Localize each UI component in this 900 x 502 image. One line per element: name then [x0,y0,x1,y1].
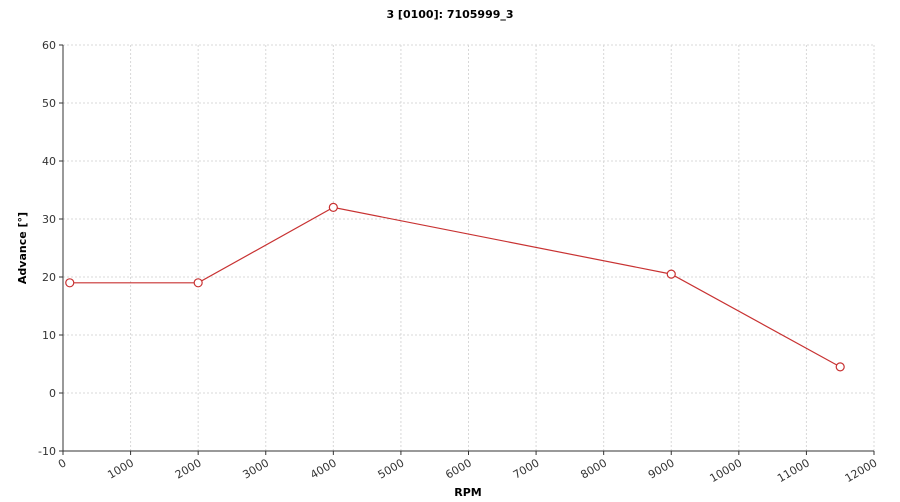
data-point [65,278,75,288]
y-tick-label: 30 [42,213,56,226]
y-tick-label: 40 [42,155,56,168]
data-point [835,362,845,372]
x-tick-label: 11000 [775,456,812,485]
x-tick-label: 12000 [843,456,880,485]
data-line [69,206,841,368]
x-tick-label: 8000 [578,456,609,481]
data-point [666,269,676,279]
y-tick-label: -10 [38,445,56,458]
x-tick-label: 6000 [443,456,474,481]
x-axis-title: RPM [454,486,481,499]
chart-title: 3 [0100]: 7105999_3 [386,8,513,21]
x-tick-label: 7000 [511,456,542,481]
x-tick-label: 2000 [173,456,204,481]
data-point [193,278,203,288]
x-tick-label: 0 [56,456,69,471]
x-tick-label: 5000 [376,456,407,481]
x-tick-label: 10000 [708,456,745,485]
x-tick-label: 3000 [241,456,272,481]
y-tick-label: 20 [42,271,56,284]
x-tick-label: 4000 [308,456,339,481]
y-tick-label: 0 [49,387,56,400]
x-tick-label: 9000 [646,456,677,481]
y-tick-label: 10 [42,329,56,342]
data-point [328,202,338,212]
y-tick-label: 50 [42,97,56,110]
y-axis-title: Advance [°] [16,212,29,284]
y-tick-label: 60 [42,39,56,52]
x-tick-label: 1000 [105,456,136,481]
